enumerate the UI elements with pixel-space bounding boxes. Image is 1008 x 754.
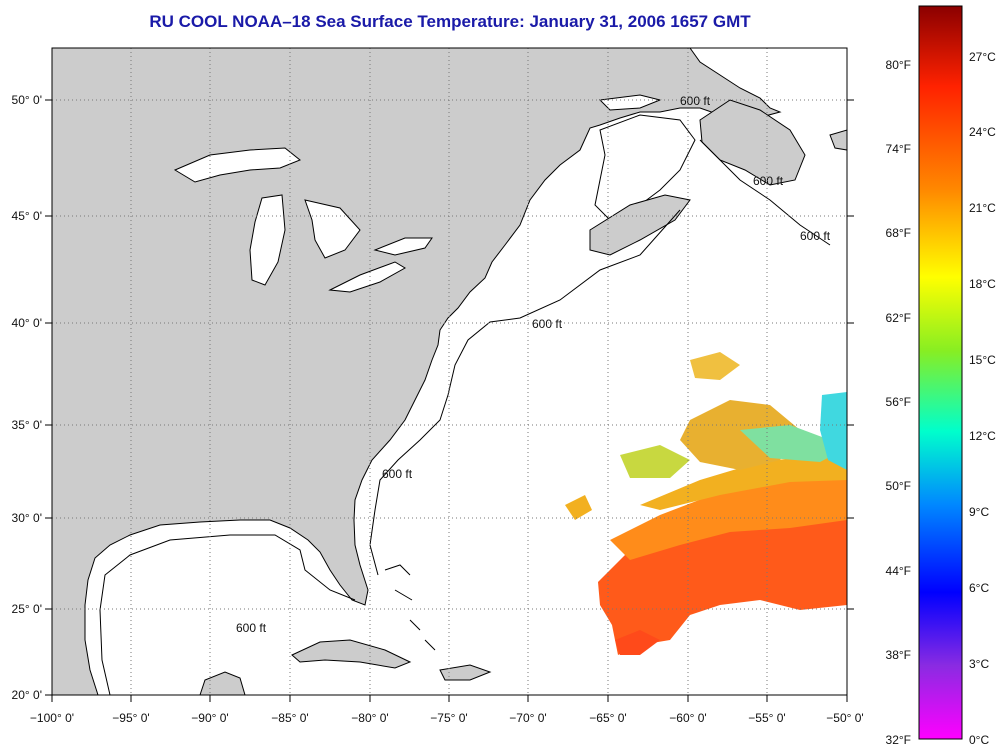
lon-label: −85° 0': [271, 711, 308, 725]
lat-ticks: [45, 99, 854, 696]
celsius-label: 6°C: [969, 581, 989, 595]
colorbar: [918, 5, 963, 740]
contour-label: 600 ft: [382, 467, 413, 481]
lat-label: 25° 0': [12, 602, 42, 616]
north-america-land: [51, 47, 782, 696]
lake-michigan: [249, 194, 286, 286]
map-title: RU COOL NOAA–18 Sea Surface Temperature:…: [149, 12, 751, 31]
lat-label: 50° 0': [12, 93, 42, 107]
fahrenheit-label: 68°F: [886, 226, 911, 240]
gulf-st-lawrence: [594, 114, 696, 223]
celsius-label: 0°C: [969, 733, 989, 747]
shelf-contour: [99, 139, 831, 696]
contour-label: 600 ft: [532, 317, 563, 331]
lake-erie: [328, 261, 406, 293]
fahrenheit-label: 50°F: [886, 479, 911, 493]
lat-label: 40° 0': [12, 316, 42, 330]
contour-label: 600 ft: [753, 174, 784, 188]
celsius-label: 24°C: [969, 125, 996, 139]
fahrenheit-label: 38°F: [886, 648, 911, 662]
celsius-label: 3°C: [969, 657, 989, 671]
lon-label: −80° 0': [351, 711, 388, 725]
contour-label: 600 ft: [680, 94, 711, 108]
celsius-label: 27°C: [969, 50, 996, 64]
lat-label: 35° 0': [12, 418, 42, 432]
colorbar-f-labels: 80°F 74°F 68°F 62°F 56°F 50°F 44°F 38°F …: [886, 58, 911, 747]
lat-label: 45° 0': [12, 209, 42, 223]
celsius-label: 18°C: [969, 277, 996, 291]
hispaniola: [439, 664, 492, 681]
nova-scotia: [589, 194, 691, 256]
fahrenheit-label: 56°F: [886, 395, 911, 409]
lat-labels: 20° 0' 25° 0' 30° 0' 35° 0' 40° 0' 45° 0…: [12, 93, 42, 702]
lat-label: 30° 0': [12, 511, 42, 525]
lon-ticks: [51, 695, 848, 702]
fahrenheit-label: 44°F: [886, 564, 911, 578]
cuba: [291, 639, 412, 669]
graticule: [52, 48, 847, 695]
lon-label: −60° 0': [669, 711, 706, 725]
celsius-label: 15°C: [969, 353, 996, 367]
lat-label: 20° 0': [12, 688, 42, 702]
sst-data-layer: [565, 352, 847, 655]
lon-label: −95° 0': [112, 711, 149, 725]
fahrenheit-label: 62°F: [886, 311, 911, 325]
lake-ontario: [373, 237, 433, 256]
lon-label: −90° 0': [191, 711, 228, 725]
lon-label: −65° 0': [589, 711, 626, 725]
celsius-label: 9°C: [969, 505, 989, 519]
lon-label: −75° 0': [430, 711, 467, 725]
lon-label: −55° 0': [748, 711, 785, 725]
lon-label: −100° 0': [30, 711, 74, 725]
colorbar-c-labels: 27°C 24°C 21°C 18°C 15°C 12°C 9°C 6°C 3°…: [969, 50, 996, 747]
celsius-label: 12°C: [969, 429, 996, 443]
lon-label: −50° 0': [826, 711, 863, 725]
celsius-label: 21°C: [969, 201, 996, 215]
lon-labels: −100° 0' −95° 0' −90° 0' −85° 0' −80° 0'…: [30, 711, 864, 725]
lon-label: −70° 0': [509, 711, 546, 725]
fahrenheit-label: 74°F: [886, 142, 911, 156]
contour-label: 600 ft: [236, 621, 267, 635]
contour-label: 600 ft: [800, 229, 831, 243]
lake-huron: [304, 199, 361, 259]
bahamas: [384, 564, 436, 651]
fahrenheit-label: 32°F: [886, 733, 911, 747]
fahrenheit-label: 80°F: [886, 58, 911, 72]
